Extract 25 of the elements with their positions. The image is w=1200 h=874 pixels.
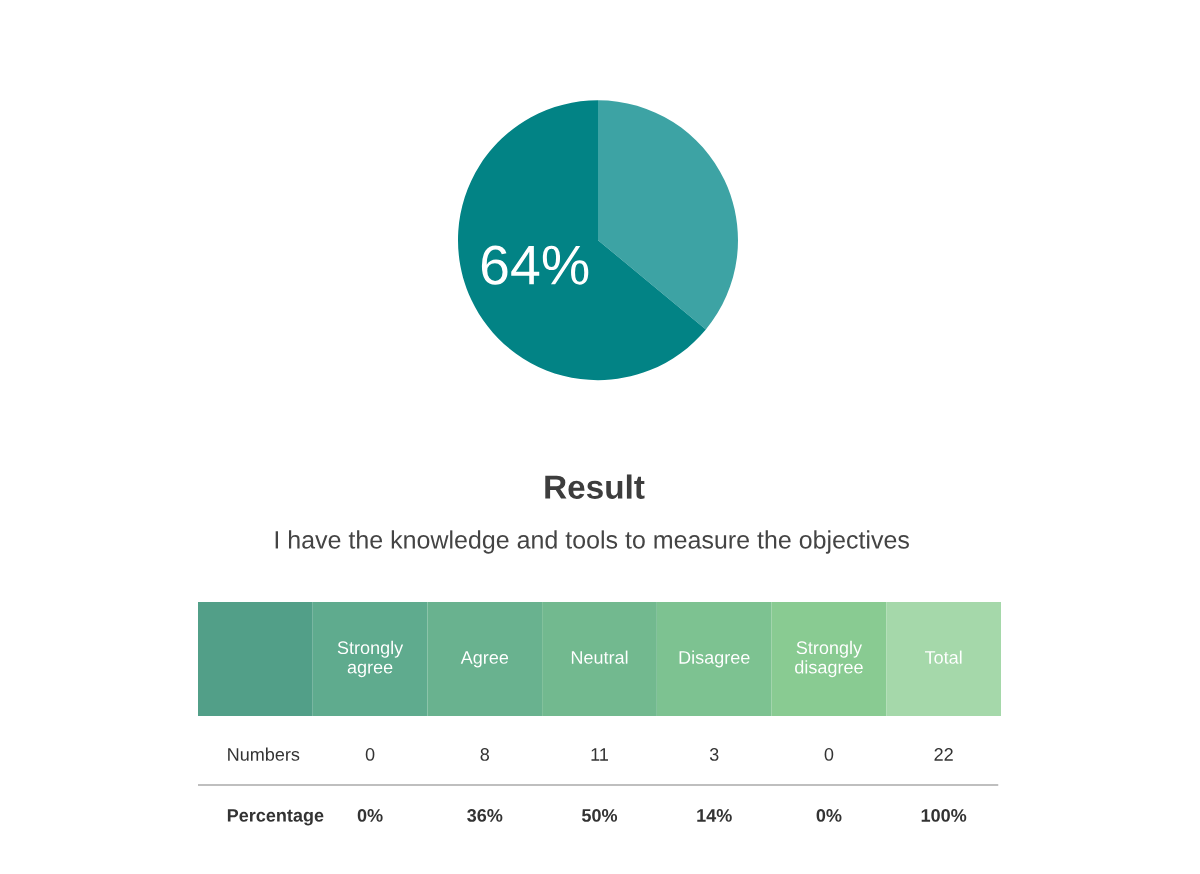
pie-slice: [598, 100, 738, 330]
data-label: 0%: [357, 809, 383, 822]
data-label: 8: [480, 748, 490, 761]
pie-slice: [458, 100, 706, 381]
text: Percentage: [227, 809, 324, 826]
data-label: 11: [591, 748, 608, 761]
data-label: 36%: [467, 809, 503, 822]
data-label: 100%: [921, 809, 967, 822]
category-label: Disagree: [679, 650, 750, 668]
text: Numbers: [228, 747, 300, 761]
data-label: 0: [824, 748, 834, 761]
text: I have the knowledge and tools to measure the objectives: [275, 530, 909, 554]
data-label: 64%: [481, 245, 589, 285]
data-label: 0%: [816, 809, 842, 822]
category-label: Total: [924, 650, 962, 664]
data-label: 14%: [697, 809, 732, 822]
category-label: Strongly agree: [337, 640, 404, 678]
data-label: 50%: [581, 809, 618, 822]
data-label: 3: [709, 748, 719, 761]
category-label: Strongly disagree: [795, 640, 863, 678]
category-label: Neutral: [571, 650, 628, 664]
text: Result: [545, 474, 645, 499]
category-label: Agree: [460, 651, 509, 668]
data-label: 0: [365, 748, 375, 761]
data-label: 22: [934, 748, 953, 761]
